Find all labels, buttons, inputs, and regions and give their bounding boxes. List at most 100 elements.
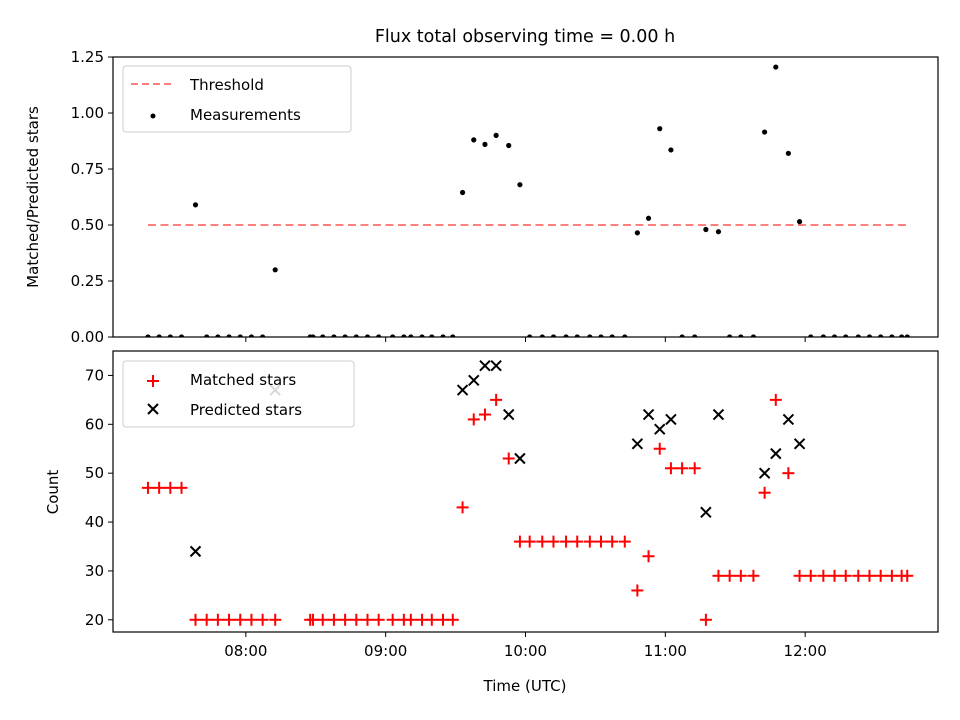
x-axis-label: Time (UTC): [483, 677, 567, 695]
matched-star-marker: [758, 486, 771, 499]
measurement-point: [517, 182, 523, 188]
measurement-point: [785, 150, 791, 156]
measurement-point: [738, 334, 744, 337]
matched-star-marker: [571, 535, 584, 548]
matched-star-marker: [747, 569, 760, 582]
bottom-x-tick-label: 12:00: [784, 642, 827, 660]
top-panel: 0.00 0.25 0.50 0.75 1.00 1.25 Matched/Predict…: [24, 48, 939, 346]
matched-star-marker: [141, 481, 154, 494]
measurement-point: [167, 334, 173, 337]
measurement-point: [866, 334, 873, 337]
bottom-y-tick-label: 30: [85, 562, 104, 580]
measurement-point: [237, 334, 243, 337]
bottom-axes-frame: [112, 350, 939, 633]
bottom-y-tick-label: 40: [85, 513, 104, 531]
top-y-axis-label: Matched/Predicted stars: [24, 106, 42, 288]
measurement-point: [645, 215, 652, 221]
matched-star-marker: [153, 481, 166, 494]
predicted-star-marker: [654, 423, 666, 435]
legend-matched-label: Matched stars: [190, 371, 296, 389]
legend-measurements-label: Measurements: [190, 106, 301, 124]
measurement-point: [506, 142, 512, 149]
predicted-star-marker: [479, 359, 491, 372]
measurement-point: [668, 147, 674, 153]
bottom-x-tick-label: 09:00: [364, 642, 407, 660]
top-y-tick-label: 0.25: [71, 272, 104, 290]
matched-star-marker: [699, 613, 712, 626]
measurement-point: [820, 334, 826, 337]
matched-star-marker: [676, 462, 689, 475]
matched-star-marker: [269, 613, 282, 626]
matched-star-marker: [256, 613, 269, 626]
measurement-point: [808, 334, 814, 337]
bottom-x-tick-label: 08:00: [224, 642, 267, 660]
measurement-point: [855, 334, 861, 337]
legend-threshold-label: Threshold: [189, 76, 264, 94]
measurement-point: [156, 334, 162, 337]
bottom-x-tick-label: 10:00: [504, 642, 547, 660]
measurement-point: [419, 334, 425, 337]
legend-matched-swatch: [147, 375, 159, 387]
measurement-point: [320, 334, 326, 337]
matched-star-marker: [372, 613, 385, 626]
matched-star-marker: [536, 535, 549, 548]
matched-star-marker: [804, 569, 817, 582]
bottom-axes: 20 30 40 50 60 70 08:00 09:00 10:00 11:00 12:00: [85, 366, 827, 660]
measurement-point: [145, 334, 151, 337]
measurement-point: [408, 334, 414, 337]
top-y-tick-label: 1.00: [71, 104, 104, 122]
predicted-star-marker: [793, 438, 806, 450]
predicted-star-marker: [665, 413, 677, 426]
matched-star-marker: [631, 584, 644, 597]
measurement-point: [715, 229, 722, 235]
predicted-star-marker: [712, 408, 725, 421]
matched-star-marker: [595, 535, 608, 548]
matched-star-marker: [618, 535, 631, 548]
measurement-point: [272, 267, 278, 273]
matched-star-marker: [327, 613, 340, 626]
top-y-tick-label: 0.50: [71, 216, 104, 234]
measurement-point: [248, 334, 255, 337]
measurement-point: [889, 334, 895, 337]
predicted-star-marker: [782, 413, 795, 426]
predicted-star-marker: [503, 408, 515, 421]
matched-star-marker: [723, 569, 736, 582]
measurement-point: [310, 334, 316, 337]
matched-star-marker: [817, 569, 830, 582]
measurement-point: [342, 334, 348, 337]
matched-star-marker: [874, 569, 887, 582]
predicted-star-marker: [189, 545, 202, 558]
measurement-point: [609, 334, 615, 337]
matched-star-marker: [901, 569, 914, 582]
matched-star-marker: [523, 535, 536, 548]
top-y-tick-label: 1.25: [71, 48, 104, 66]
matched-star-marker: [425, 613, 438, 626]
matched-star-marker: [502, 452, 515, 465]
top-axes: 0.00 0.25 0.50 0.75 1.00 1.25: [71, 48, 806, 346]
chart-title: Flux total observing time = 0.00 h: [375, 27, 675, 47]
measurement-point: [703, 226, 709, 233]
matched-star-marker: [688, 462, 701, 475]
measurement-point: [587, 334, 593, 337]
bottom-legend: Matched stars Predicted stars: [122, 360, 355, 428]
measurement-point: [353, 334, 359, 337]
legend-predicted-swatch: [147, 403, 159, 415]
measurement-point: [429, 334, 435, 337]
measurement-point: [204, 334, 210, 337]
measurement-point: [260, 334, 266, 337]
bottom-y-tick-label: 50: [85, 464, 104, 482]
matched-star-marker: [852, 569, 865, 582]
predicted-star-marker: [631, 438, 644, 450]
measurement-point: [750, 334, 757, 337]
measurement-point: [574, 334, 580, 337]
measurement-point: [459, 189, 466, 196]
bottom-y-axis-label: Count: [44, 470, 62, 515]
measurement-point: [831, 334, 838, 337]
bottom-legend-box: [122, 360, 355, 428]
bottom-x-tick-label: 11:00: [644, 642, 687, 660]
predicted-star-marker: [468, 374, 480, 387]
top-data-marks: [145, 64, 910, 337]
matched-star-marker: [316, 613, 329, 626]
measurement-point: [215, 334, 221, 337]
